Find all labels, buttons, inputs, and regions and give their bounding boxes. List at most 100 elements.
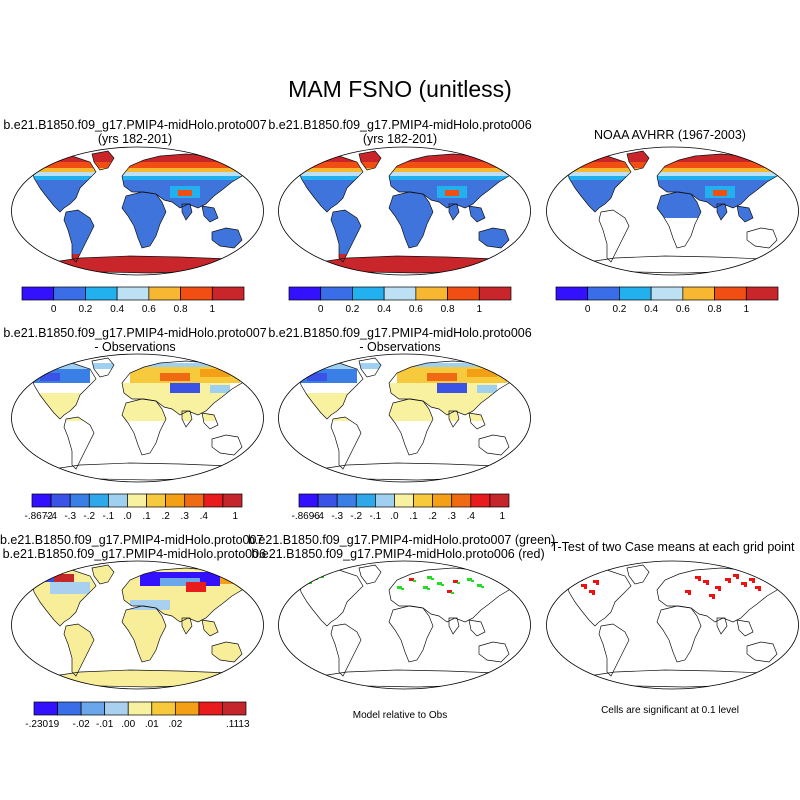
grid-cell (186, 582, 206, 592)
coast-eurasia (388, 153, 514, 209)
coast-seasia (736, 619, 754, 637)
colorbar-tick-label: .3 (181, 511, 190, 522)
grid-cell (481, 586, 484, 588)
colorbar-box (682, 286, 715, 301)
land-australia (479, 228, 509, 248)
colorbar-box (180, 286, 213, 301)
grid-cell (299, 162, 519, 168)
colorbar-box (394, 493, 414, 508)
colorbar-proto007-minus-obs: -.8672-.4 -.3 -.2 -.1 .0 .1 .2 .3 .4 1 (25, 493, 243, 522)
panel1-title: b.e21.B1850.f09_g17.PMIP4-midHolo.proto0… (0, 118, 275, 146)
coast-namerica (566, 155, 632, 213)
grid-cell (409, 578, 414, 581)
map-border (278, 146, 531, 276)
colorbar-tick-label: .1 (142, 511, 151, 522)
grid-cell (567, 176, 787, 180)
colorbar-box (33, 701, 58, 716)
colorbar-box (88, 493, 109, 508)
grid-cell (54, 574, 74, 582)
panel1-title-line1: b.e21.B1850.f09_g17.PMIP4-midHolo.proto0… (3, 118, 267, 132)
grid-cell (749, 578, 755, 581)
colorbar-box (151, 701, 176, 716)
colorbar-tick-label: 0.2 (612, 304, 626, 315)
overlay (32, 570, 240, 610)
grid-cell (311, 574, 314, 576)
grid-cell (40, 373, 60, 381)
panel8-title-line2: b.e21.B1850.f09_g17.PMIP4-midHolo.proto0… (251, 547, 545, 561)
map-proto006-minus-obs (278, 353, 531, 483)
map-model-relative-to-obs (278, 560, 531, 690)
colorbar-box (57, 701, 82, 716)
coast-eurasia (121, 567, 247, 623)
grid-cell (755, 586, 761, 589)
grid-cell (713, 190, 727, 196)
land-australia (212, 435, 242, 455)
panel5-title-line2: - Observations (359, 340, 441, 354)
grid-cell (733, 574, 739, 577)
colorbar-tick-label: .2 (428, 511, 437, 522)
grid-cell (453, 580, 458, 583)
colorbar-box (298, 493, 319, 508)
colorbar-box (317, 493, 338, 508)
grid-cell (311, 576, 316, 579)
grid-cell (758, 589, 761, 591)
coast-greenland (91, 150, 115, 171)
grid-cell (178, 190, 192, 196)
land-australia (212, 642, 242, 662)
map-content (278, 561, 531, 689)
panel3-title-line1: NOAA AVHRR (1967-2003) (594, 128, 746, 142)
coast-samerica (598, 623, 630, 677)
coast-eurasia (656, 567, 782, 623)
grid-cell (160, 373, 190, 381)
colorbar-tick-label: 0.8 (708, 304, 722, 315)
colorbar-box (222, 493, 243, 508)
colorbar-box (432, 493, 453, 508)
coast-samerica (330, 623, 362, 677)
map-border (546, 560, 799, 690)
coast-samerica (598, 209, 630, 263)
colorbar-tick-label: 0.6 (142, 304, 156, 315)
grid-cell (413, 580, 416, 582)
colorbar-box (320, 286, 353, 301)
coast-australia (478, 434, 510, 456)
land-eurasia (657, 568, 781, 622)
land-eurasia (389, 568, 513, 622)
coast-namerica (31, 362, 97, 420)
land-greenland (359, 565, 381, 584)
coast-samerica (330, 209, 362, 263)
coast-greenland (358, 150, 382, 171)
grid-cell (437, 383, 467, 395)
grid-cell (588, 573, 591, 575)
colorbar-box (148, 286, 181, 301)
colorbar-tick-label: 0.4 (644, 304, 658, 315)
colorbar-tick-label: .00 (121, 719, 135, 730)
colorbar-box (69, 493, 90, 508)
panel4-title-line1: b.e21.B1850.f09_g17.PMIP4-midHolo.proto0… (3, 326, 267, 340)
grid-cell (584, 587, 587, 589)
coast-australia (478, 227, 510, 249)
colorbar-tick-label: 0 (51, 304, 57, 315)
grid-cell (596, 583, 599, 585)
land-india (449, 204, 459, 220)
coast-namerica (31, 569, 97, 627)
coast-greenland (358, 564, 382, 585)
colorbar-tick-label: 0.8 (441, 304, 455, 315)
map-observations (546, 146, 799, 276)
land-samerica (331, 417, 361, 469)
map-border (11, 560, 264, 690)
grid-cell (427, 576, 432, 579)
coast-africa (121, 398, 167, 456)
grid-cell (736, 577, 739, 579)
colorbar-tick-label: 0.4 (377, 304, 391, 315)
colorbar-tick-label: 0.4 (110, 304, 124, 315)
grid-cell (709, 594, 715, 597)
colorbar-proto007-minus-proto006: -.23019 -.02 -.01 .00 .01 .02 .1113 (25, 701, 250, 730)
colorbar-tick-label: .0 (390, 511, 399, 522)
colorbar-tick-label: -.8696 (292, 511, 321, 522)
coast-samerica (63, 209, 95, 263)
colorbar-tick-label: 0 (585, 304, 591, 315)
grid-cell (441, 584, 444, 586)
colorbar-tick-label: -.3 (331, 511, 343, 522)
grid-cell (744, 585, 747, 587)
panel7-title-line2: - b.e21.B1850.f09_g17.PMIP4-midHolo.prot… (0, 547, 267, 561)
